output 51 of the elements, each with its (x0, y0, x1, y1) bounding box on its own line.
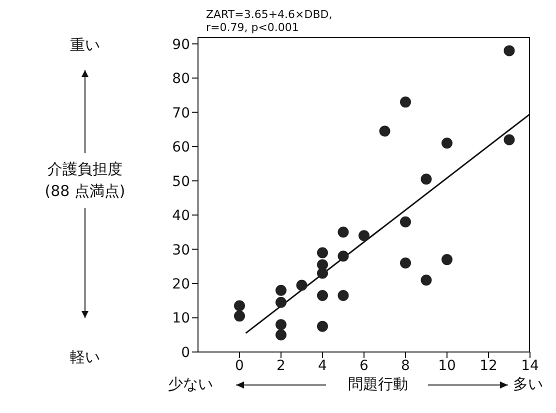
point (420, 174, 432, 185)
x-tick-label: 2 (276, 358, 286, 374)
point (442, 138, 452, 149)
point (400, 257, 411, 268)
y-tick-label: 60 (172, 140, 190, 156)
point (338, 290, 349, 302)
y-tick-label: 30 (172, 242, 190, 258)
y-tick-label: 90 (172, 36, 190, 53)
point (276, 329, 286, 340)
y-tick-label: 20 (172, 276, 190, 292)
point (234, 310, 245, 322)
x-tick-label: 10 (438, 358, 456, 374)
point (338, 226, 349, 238)
x-axis-title: 問題行動 (347, 375, 409, 394)
point (358, 230, 370, 242)
point (317, 247, 328, 258)
point (296, 280, 308, 291)
point (400, 96, 411, 108)
text: 少ない (168, 375, 213, 394)
point (338, 250, 349, 262)
x-tick-label: 6 (360, 358, 369, 374)
y-tick-label: 70 (172, 105, 190, 122)
x-tick-label: 0 (235, 358, 244, 374)
y-tick-label: 0 (181, 344, 190, 361)
x-tick-label: 14 (521, 358, 539, 374)
point (276, 284, 286, 296)
text: 軽い (69, 348, 101, 367)
text: 重い (69, 36, 101, 55)
y-tick-label: 80 (172, 71, 190, 88)
chart-title: ZART=3.65+4.6×DBD, (206, 8, 332, 21)
point (504, 134, 515, 146)
point (400, 216, 411, 228)
point (276, 296, 286, 308)
point (504, 45, 515, 56)
point (317, 290, 328, 302)
point (317, 268, 328, 279)
x-tick-label: 8 (401, 358, 410, 374)
x-tick-label: 4 (318, 358, 328, 374)
chart-subtitle: r=0.79, p<0.001 (206, 21, 300, 34)
point (317, 320, 328, 332)
y-tick-label: 10 (172, 310, 190, 327)
point (379, 126, 390, 137)
y-tick-label: 50 (172, 174, 190, 190)
point (420, 274, 432, 286)
x-tick-label: 12 (480, 358, 498, 374)
y-tick-label: 40 (172, 208, 190, 224)
text: 多い (513, 375, 543, 394)
point (276, 319, 286, 330)
point (442, 254, 452, 266)
point (234, 300, 245, 312)
y-axis-title: 介護負担度 (88 点満点) (44, 159, 126, 202)
